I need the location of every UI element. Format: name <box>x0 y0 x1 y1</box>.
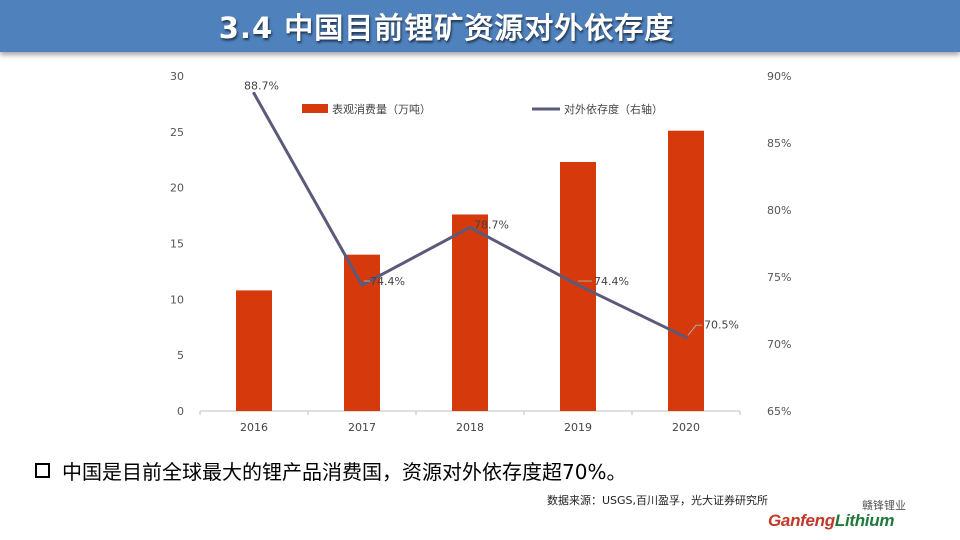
chart: 0 5 10 15 20 25 30 65% 70% 75% 80% 85% 90% 2016 2017 20… <box>170 70 791 434</box>
line-point <box>576 283 580 287</box>
right-axis-tick-label: 85% <box>767 137 791 150</box>
logo-chinese-name: 赣锋锂业 <box>862 499 906 512</box>
left-axis-tick-label: 10 <box>170 293 184 306</box>
bullet-point: 中国是目前全球最大的锂产品消费国，资源对外依存度超70%。 <box>35 456 626 485</box>
right-axis-tick-label: 75% <box>767 271 791 284</box>
left-axis-tick-label: 15 <box>170 238 184 251</box>
line-point <box>684 335 688 339</box>
bar <box>452 214 488 411</box>
x-axis-category-label: 2017 <box>348 421 376 434</box>
left-axis-tick-label: 0 <box>177 405 184 418</box>
line-point <box>360 283 364 287</box>
x-axis-category-label: 2018 <box>456 421 484 434</box>
line-data-label: 70.5% <box>704 318 739 331</box>
left-axis-tick-label: 20 <box>170 182 184 195</box>
bar <box>236 290 272 411</box>
x-axis-category-label: 2019 <box>564 421 592 434</box>
line-data-label: 74.4% <box>594 275 629 288</box>
x-axis-category-label: 2020 <box>672 421 700 434</box>
right-axis-tick-label: 70% <box>767 338 791 351</box>
legend-bar-swatch <box>302 104 328 113</box>
legend-bar-label: 表观消费量（万吨） <box>332 102 431 116</box>
legend-line-label: 对外依存度（右轴） <box>564 102 663 116</box>
company-logo: 赣锋锂业 GanfengLithium <box>768 497 908 537</box>
x-axis-category-label: 2016 <box>240 421 268 434</box>
bar <box>344 254 380 411</box>
logo-english-part-1: Ganfeng <box>768 511 835 530</box>
line-data-label: 88.7% <box>244 79 279 92</box>
line-data-label: 78.7% <box>474 218 509 231</box>
left-axis-tick-label: 30 <box>170 70 184 83</box>
left-axis-tick-label: 5 <box>177 349 184 362</box>
bullet-text: 中国是目前全球最大的锂产品消费国，资源对外依存度超70%。 <box>62 460 627 484</box>
data-source-note: 数据来源：USGS,百川盈孚，光大证券研究所 <box>547 494 769 507</box>
right-axis-tick-label: 65% <box>767 405 791 418</box>
bullet-square-icon <box>35 463 50 478</box>
right-axis-tick-label: 80% <box>767 204 791 217</box>
header-bar: 3.4 中国目前锂矿资源对外依存度 <box>0 0 960 52</box>
line-data-label: 74.4% <box>370 275 405 288</box>
right-axis-tick-label: 90% <box>767 70 791 83</box>
left-axis-tick-label: 25 <box>170 126 184 139</box>
logo-english-part-2: Lithium <box>834 511 895 530</box>
label-leader-line <box>687 324 702 336</box>
line-point <box>468 225 472 230</box>
bar <box>668 130 704 411</box>
page-title: 3.4 中国目前锂矿资源对外依存度 <box>218 11 675 45</box>
logo-english-name: GanfengLithium <box>768 511 894 531</box>
line-point <box>252 91 256 96</box>
